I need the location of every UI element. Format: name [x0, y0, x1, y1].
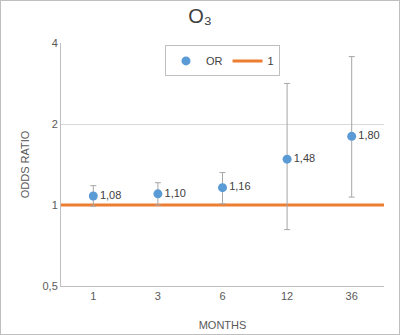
svg-text:2: 2	[52, 118, 58, 130]
svg-text:1,80: 1,80	[358, 129, 379, 141]
svg-text:1: 1	[268, 55, 274, 67]
svg-text:ODDS RATIO: ODDS RATIO	[19, 130, 31, 198]
svg-text:1,10: 1,10	[165, 187, 186, 199]
svg-text:MONTHS: MONTHS	[199, 319, 247, 331]
svg-text:12: 12	[281, 290, 293, 302]
svg-text:1,48: 1,48	[294, 152, 315, 164]
svg-text:O₃: O₃	[188, 5, 212, 27]
svg-text:OR: OR	[206, 55, 223, 67]
svg-text:0,5: 0,5	[43, 280, 58, 292]
svg-text:3: 3	[155, 290, 161, 302]
svg-text:6: 6	[219, 290, 225, 302]
svg-text:36: 36	[346, 290, 358, 302]
svg-text:1,16: 1,16	[229, 180, 250, 192]
svg-text:1: 1	[52, 199, 58, 211]
svg-text:4: 4	[52, 37, 58, 49]
svg-text:1,08: 1,08	[100, 189, 121, 201]
svg-text:1: 1	[90, 290, 96, 302]
